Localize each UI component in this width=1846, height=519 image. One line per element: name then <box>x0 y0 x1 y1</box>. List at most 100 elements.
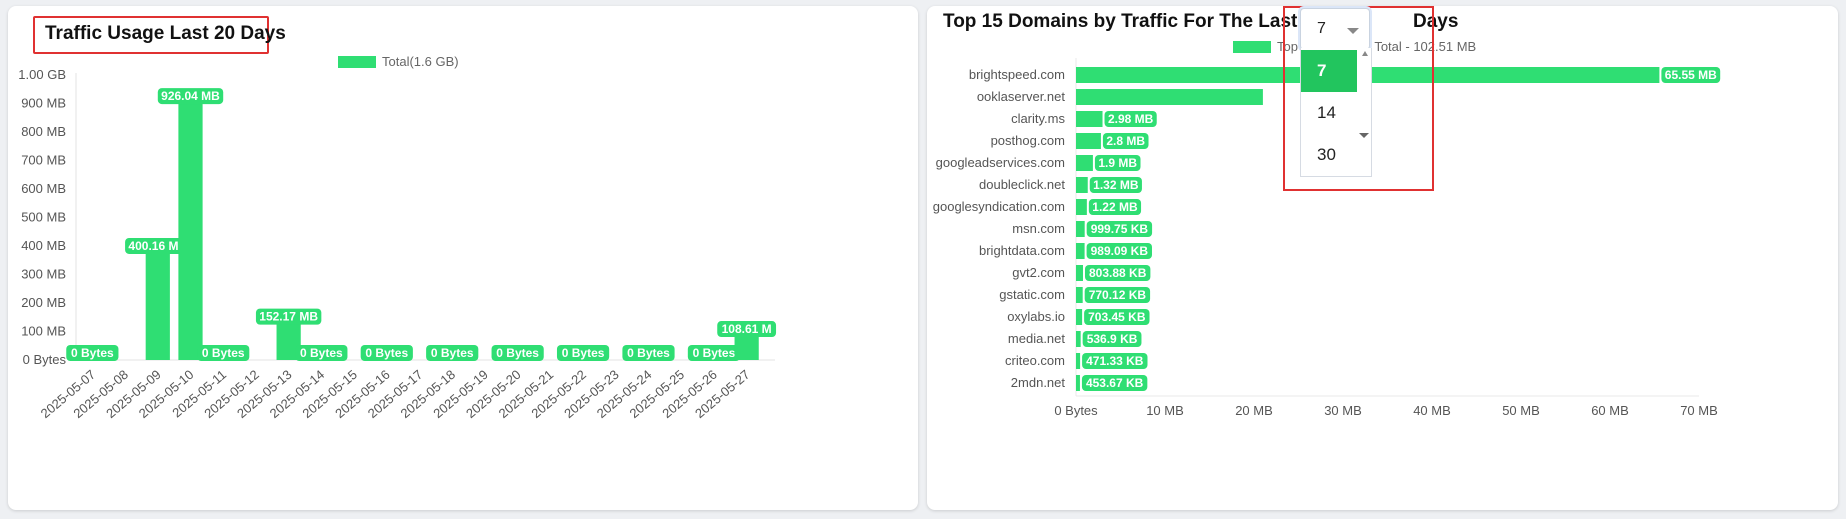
data-label: 0 Bytes <box>71 346 114 360</box>
days-options-list[interactable]: 7 14 30 <box>1300 48 1372 177</box>
data-label: 0 Bytes <box>431 346 474 360</box>
y-tick-label: 1.00 GB <box>18 67 66 82</box>
domain-bar <box>1076 111 1103 127</box>
domain-label: media.net <box>1008 331 1065 346</box>
domain-bar <box>1076 199 1087 215</box>
domain-bar <box>1076 309 1083 325</box>
data-label-bg <box>1088 199 1142 215</box>
domain-label: criteo.com <box>1005 353 1065 368</box>
data-label-bg <box>1086 243 1152 259</box>
data-label: 536.9 KB <box>1087 332 1138 346</box>
legend-label: Total(1.6 GB) <box>382 54 459 69</box>
data-label: 108.61 M <box>722 322 772 336</box>
data-label-bg <box>125 237 191 254</box>
y-tick-label: 0 Bytes <box>23 352 67 367</box>
data-label: 0 Bytes <box>562 346 605 360</box>
data-label-bg <box>157 88 224 105</box>
x-tick-label: 10 MB <box>1146 403 1184 418</box>
x-tick-label: 60 MB <box>1591 403 1629 418</box>
domain-label: ooklaserver.net <box>977 89 1066 104</box>
domain-label: gstatic.com <box>999 287 1065 302</box>
data-label: 0 Bytes <box>627 346 670 360</box>
traffic-bar <box>178 96 203 360</box>
x-tick-label: 20 MB <box>1235 403 1273 418</box>
data-label-bg <box>1086 221 1153 237</box>
data-label: 2.8 MB <box>1106 134 1145 148</box>
data-label-bg <box>426 345 479 361</box>
y-tick-label: 300 MB <box>21 267 66 282</box>
data-label-bg <box>1089 177 1142 193</box>
days-option-30[interactable]: 30 <box>1317 145 1336 164</box>
data-label-bg <box>197 345 250 361</box>
traffic-bar <box>145 245 170 360</box>
days-option-14[interactable]: 14 <box>1317 103 1336 122</box>
domain-bar <box>1076 155 1093 171</box>
data-label: 989.09 KB <box>1091 244 1149 258</box>
x-tick-label: 50 MB <box>1502 403 1540 418</box>
data-label: 703.45 KB <box>1088 310 1146 324</box>
x-tick-label: 0 Bytes <box>1054 403 1098 418</box>
data-label: 999.75 KB <box>1091 222 1149 236</box>
data-label-bg <box>717 321 777 338</box>
data-label: 152.17 MB <box>259 310 318 324</box>
domain-label: 2mdn.net <box>1011 375 1066 390</box>
top-domains-card: Top 15 Domains by Traffic For The Last D… <box>927 6 1838 510</box>
domain-label: gvt2.com <box>1012 265 1065 280</box>
data-label-bg <box>255 308 322 325</box>
domain-bar <box>1076 89 1263 105</box>
data-label: 770.12 KB <box>1089 288 1147 302</box>
data-label-bg <box>66 345 119 361</box>
data-label: 1.32 MB <box>1093 178 1139 192</box>
data-label: 1.9 MB <box>1098 156 1137 170</box>
top-domains-title: Top 15 Domains by Traffic For The Last <box>943 11 1298 32</box>
data-label: 803.88 KB <box>1089 266 1147 280</box>
traffic-usage-title: Traffic Usage Last 20 Days <box>45 23 286 44</box>
domain-bar <box>1076 221 1085 237</box>
data-label-bg <box>622 345 675 361</box>
domain-bar <box>1076 133 1101 149</box>
scroll-up-icon[interactable] <box>1362 51 1368 56</box>
data-label: 65.55 MB <box>1665 68 1717 82</box>
traffic-bar-chart: Total(1.6 GB) 0 Bytes 100 MB 200 MB 300 MB 40… <box>18 54 777 421</box>
data-label-bg <box>1104 111 1157 127</box>
data-label: 0 Bytes <box>496 346 539 360</box>
domain-bar <box>1076 287 1083 303</box>
y-tick-label: 500 MB <box>21 210 66 225</box>
domain-bar <box>1076 177 1088 193</box>
data-label: 0 Bytes <box>300 346 343 360</box>
data-label-bg <box>1084 265 1151 281</box>
data-label-bg <box>1084 287 1151 303</box>
top-domains-title-suffix: Days <box>1413 11 1459 32</box>
data-label-bg <box>1661 67 1721 83</box>
domain-bar <box>1076 243 1085 259</box>
data-label: 2.98 MB <box>1108 112 1154 126</box>
data-label-bg <box>1094 155 1141 171</box>
domain-label: clarity.ms <box>1011 111 1065 126</box>
data-label: 0 Bytes <box>693 346 736 360</box>
data-label: 926.04 MB <box>161 89 220 103</box>
x-tick-label: 30 MB <box>1324 403 1362 418</box>
x-tick-label: 40 MB <box>1413 403 1451 418</box>
y-tick-label: 700 MB <box>21 153 66 168</box>
domain-bar <box>1076 265 1083 281</box>
scroll-down-icon[interactable] <box>1359 133 1369 138</box>
days-select[interactable]: 7 <box>1300 8 1370 50</box>
domain-label: oxylabs.io <box>1007 309 1065 324</box>
domain-label: brightspeed.com <box>969 67 1065 82</box>
data-label-bg <box>360 345 413 361</box>
data-label: 0 Bytes <box>365 346 408 360</box>
domain-label: posthog.com <box>991 133 1065 148</box>
data-label-bg <box>1081 375 1148 391</box>
days-option-7[interactable]: 7 <box>1301 50 1357 92</box>
traffic-usage-card: Traffic Usage Last 20 Days Total(1.6 GB)… <box>8 6 918 510</box>
data-label-bg <box>1082 353 1148 369</box>
data-label-bg <box>1084 309 1150 325</box>
y-tick-label: 400 MB <box>21 238 66 253</box>
dropdown-highlight-box <box>1283 6 1434 191</box>
domain-label: msn.com <box>1012 221 1065 236</box>
y-tick-label: 600 MB <box>21 181 66 196</box>
domain-bar <box>1076 375 1080 391</box>
data-label: 400.16 MB <box>128 239 187 253</box>
data-label: 0 Bytes <box>202 346 245 360</box>
data-label-bg <box>556 345 610 361</box>
